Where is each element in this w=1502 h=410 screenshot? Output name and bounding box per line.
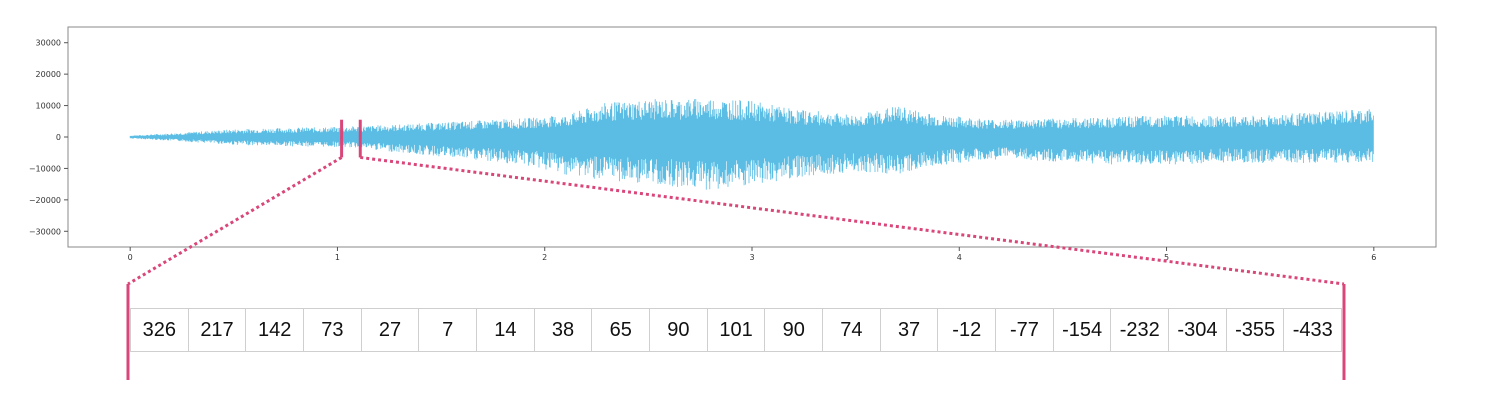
sample-value-cell: 27 bbox=[362, 309, 420, 351]
sample-value-cell: 326 bbox=[130, 309, 189, 351]
sample-value-cell: 142 bbox=[246, 309, 305, 351]
sample-value-cell: 14 bbox=[477, 309, 535, 351]
zoom-connector-right bbox=[360, 155, 1345, 286]
sample-value-cell: 73 bbox=[304, 309, 362, 351]
y-tick-label: −10000 bbox=[29, 164, 61, 173]
x-tick-label: 0 bbox=[128, 253, 133, 262]
waveform-line bbox=[129, 98, 1374, 190]
x-tick-label: 5 bbox=[1164, 253, 1169, 262]
sample-value-cell: -232 bbox=[1111, 309, 1170, 351]
sample-value-cell: 217 bbox=[189, 309, 247, 351]
sample-value-cell: -355 bbox=[1227, 309, 1285, 351]
sample-value-cell: -154 bbox=[1054, 309, 1112, 351]
y-tick-label: −30000 bbox=[29, 227, 61, 236]
sample-value-cell: 38 bbox=[535, 309, 593, 351]
sample-values-table: 326 217 142 73 27 7 14 38 65 90 101 90 74 37 -12 -77 -15… bbox=[130, 308, 1343, 352]
y-axis: 30000 20000 10000 0 −10000 −20000 −30000 bbox=[29, 39, 68, 236]
sample-value-cell: -77 bbox=[996, 309, 1054, 351]
sample-value-cell: 90 bbox=[765, 309, 824, 351]
y-tick-label: 30000 bbox=[36, 39, 61, 48]
y-tick-label: 0 bbox=[56, 133, 61, 142]
sample-value-cell: 101 bbox=[708, 309, 766, 351]
sample-value-cell: -304 bbox=[1169, 309, 1227, 351]
zoom-callout bbox=[126, 119, 1346, 380]
sample-value-cell: 7 bbox=[419, 309, 478, 351]
sample-value-cell: 37 bbox=[881, 309, 939, 351]
y-tick-label: −20000 bbox=[29, 196, 61, 205]
sample-value-cell: -12 bbox=[938, 309, 997, 351]
x-axis: 0 1 2 3 4 5 6 bbox=[128, 247, 1376, 262]
sample-value-cell: -433 bbox=[1284, 309, 1343, 351]
y-tick-label: 20000 bbox=[36, 70, 61, 79]
x-tick-label: 6 bbox=[1371, 253, 1376, 262]
x-tick-label: 4 bbox=[957, 253, 962, 262]
zoom-connector-left bbox=[127, 156, 343, 286]
y-tick-label: 10000 bbox=[36, 102, 61, 111]
x-tick-label: 2 bbox=[542, 253, 547, 262]
x-tick-label: 3 bbox=[749, 253, 754, 262]
sample-value-cell: 90 bbox=[650, 309, 708, 351]
sample-value-cell: 65 bbox=[592, 309, 651, 351]
sample-value-cell: 74 bbox=[823, 309, 881, 351]
waveform-series bbox=[129, 98, 1374, 190]
x-tick-label: 1 bbox=[335, 253, 340, 262]
